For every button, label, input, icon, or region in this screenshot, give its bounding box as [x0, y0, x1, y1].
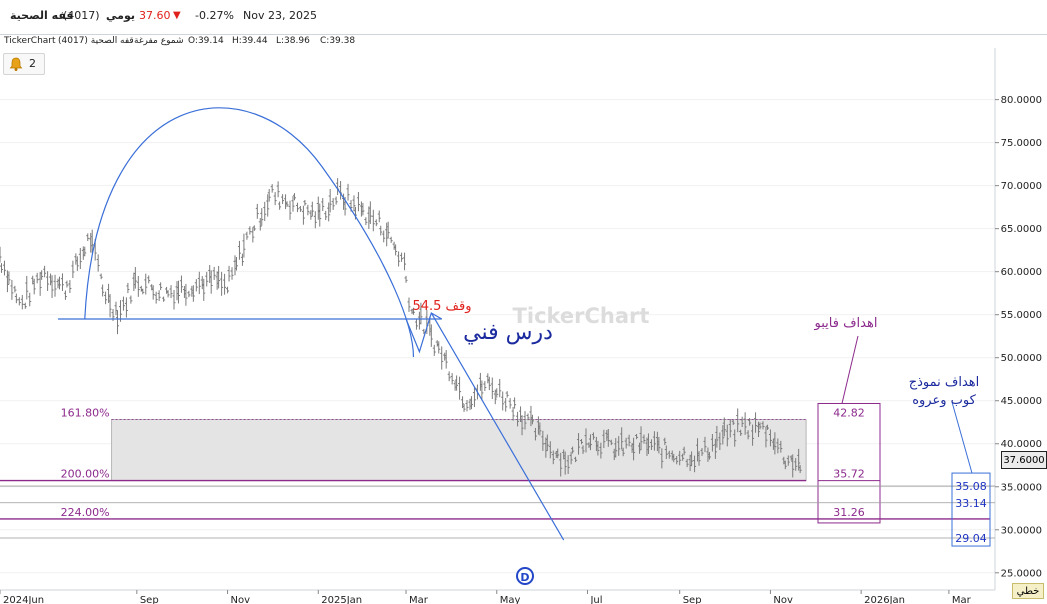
cup-target-value: 29.04	[955, 532, 987, 545]
info-low: L:38.96	[276, 36, 310, 46]
header-date: Nov 23, 2025	[243, 9, 317, 22]
info-close: C:39.38	[320, 36, 356, 46]
y-tick-label: 35.0000	[1001, 482, 1042, 493]
info-symbol: قفه الصحية (4017)	[58, 36, 134, 46]
alerts-count: 2	[29, 57, 36, 70]
fibo-percent-label: 200.00%	[61, 468, 110, 481]
x-tick-label: Nov	[231, 595, 251, 604]
last-price: 37.60	[139, 9, 171, 22]
lesson-label: درس فني	[463, 320, 553, 345]
price-axis: 80.0000 75.0000 70.0000 65.0000 60.0000 55.00…	[995, 95, 1042, 579]
cup-target-value: 35.08	[955, 480, 987, 493]
cup-targets-label-line1: اهداف نموذج	[909, 375, 980, 390]
y-tick-label: 75.0000	[1001, 138, 1042, 149]
y-tick-label: 80.0000	[1001, 95, 1042, 106]
x-tick-label: Mar	[952, 595, 972, 604]
info-source: TickerChart	[4, 36, 56, 46]
measured-move-line	[430, 312, 565, 541]
y-tick-label: 40.0000	[1001, 439, 1042, 450]
info-bar: TickerChart قفه الصحية (4017) شموع مفرغة…	[0, 35, 995, 48]
y-tick-label: 50.0000	[1001, 353, 1042, 364]
period-label: يومي	[106, 9, 135, 22]
bell-icon	[9, 57, 23, 71]
x-tick-label: 2024Jun	[3, 595, 44, 604]
y-tick-label: 30.0000	[1001, 525, 1042, 536]
fibo-percent-label: 224.00%	[61, 506, 110, 519]
x-tick-label: Nov	[773, 595, 793, 604]
cup-arc-line	[84, 107, 415, 358]
cup-target-value: 33.14	[955, 497, 987, 510]
x-tick-label: Sep	[683, 595, 702, 604]
scale-toggle-button[interactable]: خطي	[1012, 583, 1044, 599]
breakdown-retest-line	[405, 312, 443, 354]
y-tick-label: 65.0000	[1001, 224, 1042, 235]
top-bar: قفه الصحية (4017) يومي 37.60 ▼ -0.27% No…	[0, 0, 1047, 35]
dividend-marker[interactable]: D	[516, 567, 534, 585]
x-tick-label: Mar	[409, 595, 429, 604]
x-tick-label: 2025Jan	[321, 595, 362, 604]
x-tick-label: May	[500, 595, 521, 604]
fibo-zone: 161.80% 42.82 200.00% 35.72 224.00% 31.26	[0, 402, 995, 539]
x-tick-label: Jul	[589, 595, 602, 604]
fibo-value-label: 35.72	[833, 468, 865, 481]
time-axis: 2024Jun Sep Nov 2025Jan Mar May Jul Sep Nov 2026J…	[0, 590, 972, 604]
fibo-value-label: 31.26	[833, 506, 865, 519]
change-percent: -0.27%	[195, 9, 234, 22]
down-arrow-icon: ▼	[173, 10, 181, 21]
y-tick-label: 70.0000	[1001, 181, 1042, 192]
fibo-percent-label: 161.80%	[61, 406, 110, 419]
alerts-button[interactable]: 2	[3, 53, 45, 75]
y-tick-label: 45.0000	[1001, 396, 1042, 407]
stock-code: (4017)	[63, 9, 100, 22]
x-tick-label: Sep	[140, 595, 159, 604]
stock-name: قفه الصحية	[10, 9, 74, 22]
cup-target-box	[951, 472, 991, 547]
watermark-text: TickerChart	[513, 304, 650, 328]
info-high: H:39.44	[232, 36, 268, 46]
fibo-label-pointer	[841, 335, 859, 404]
fibo-target-box	[817, 402, 881, 524]
y-tick-label: 55.0000	[1001, 310, 1042, 321]
last-price-tag: 37.6000	[1001, 451, 1047, 469]
x-tick-label: 2026Jan	[864, 595, 905, 604]
y-tick-label: 60.0000	[1001, 267, 1042, 278]
info-chart-style: شموع مفرغة	[134, 36, 184, 46]
price-bars	[0, 178, 802, 478]
cup-label-pointer	[951, 401, 973, 474]
trend-drawings	[58, 107, 991, 547]
annotation-labels: 35.08 33.14 29.04 TickerChart وقف 54.5 درس فن…	[412, 299, 986, 545]
stop-loss-label: وقف 54.5	[412, 299, 471, 314]
cup-targets-label-line2: كوب وعروه	[912, 393, 976, 408]
y-tick-label: 25.0000	[1001, 568, 1042, 579]
fibo-value-label: 42.82	[833, 406, 865, 419]
info-open: O:39.14	[188, 36, 224, 46]
fibo-targets-label: اهداف فايبو	[814, 316, 878, 331]
